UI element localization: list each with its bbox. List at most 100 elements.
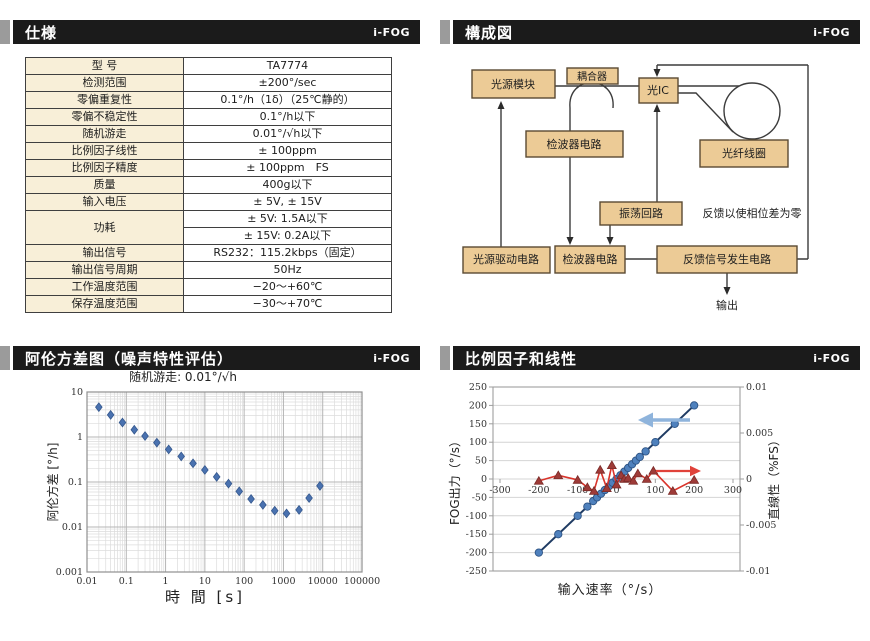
allan-y-tick-label: 10 <box>71 387 83 398</box>
diagram-panel-title: 構成図 <box>465 23 514 42</box>
linearity-points <box>533 460 700 495</box>
spec-value-cell: 400g以下 <box>183 176 392 194</box>
linearity-x-tick-label: 300 <box>724 485 742 496</box>
optic-ic-box <box>638 77 679 104</box>
spec-value-cell: ± 15V: 0.2A以下 <box>183 227 392 245</box>
linearity-left-tick-label: -250 <box>466 566 487 577</box>
header-bar: 仕様 i-FOG <box>13 20 420 44</box>
allan-x-axis-title: 時 間 [s] <box>165 588 245 606</box>
spec-label-cell: 输出信号周期 <box>25 261 184 279</box>
allan-data-point <box>212 471 221 482</box>
linearity-x-axis-title: 输入速率（°/s） <box>558 582 663 598</box>
allan-data-point <box>95 402 103 413</box>
spec-panel-title: 仕様 <box>25 23 58 42</box>
allan-data-point <box>106 409 115 420</box>
linearity-left-tick-label: 200 <box>469 400 487 411</box>
allan-data-point <box>201 465 209 475</box>
spec-value-cell: ± 100ppm FS <box>183 159 392 177</box>
fiber-coil-box <box>699 139 789 168</box>
spec-label-cell: 工作温度范围 <box>25 278 184 296</box>
allan-x-tick-label: 100 <box>235 576 253 587</box>
spec-label-cell: 型 号 <box>25 57 184 75</box>
detector-upper-label: 检波器电路 <box>547 137 602 151</box>
linearity-x-tick-label: -100 <box>567 485 588 496</box>
spec-row: 零偏不稳定性 0.1°/h以下 <box>25 108 392 126</box>
diagram-panel-header: 構成図 i-FOG <box>440 20 860 44</box>
linearity-panel-title: 比例因子和线性 <box>465 349 578 368</box>
allan-y-tick-label: 0.001 <box>56 567 83 578</box>
linearity-point <box>572 474 583 484</box>
allan-chart-title: 随机游走: 0.01°/√h <box>129 369 237 384</box>
allan-data-point <box>153 437 161 448</box>
detector-lower-box <box>554 245 626 274</box>
oscillator-box <box>599 201 683 226</box>
allan-x-tick-label: 0.1 <box>119 576 134 587</box>
allan-data-point <box>118 417 127 428</box>
fog-output-point <box>635 452 644 462</box>
spec-value-cell: TA7774 <box>183 57 392 75</box>
linearity-point <box>533 475 544 485</box>
allan-x-tick-label: 0.01 <box>76 576 97 587</box>
linearity-point <box>632 468 643 478</box>
spec-row: 比例因子精度 ± 100ppm FS <box>25 159 392 177</box>
spec-label-cell: 零偏重复性 <box>25 91 184 109</box>
header-accent-square <box>0 346 10 370</box>
allan-y-tick-label: 1 <box>77 432 83 443</box>
brand-logo: i-FOG <box>813 351 850 365</box>
allan-data-point <box>295 504 303 515</box>
allan-data-point <box>235 486 244 497</box>
coupler-box <box>566 67 619 85</box>
linearity-x-tick-label: 100 <box>646 485 664 496</box>
light-source-label: 光源模块 <box>491 77 535 91</box>
allan-y-tick-label: 0.01 <box>62 522 83 533</box>
feedback-gen-label: 反馈信号发生电路 <box>683 252 771 266</box>
linearity-point <box>601 483 612 492</box>
spec-label-cell: 随机游走 <box>25 125 184 143</box>
spec-label-cell: 零偏不稳定性 <box>25 108 184 126</box>
linearity-left-tick-label: 50 <box>475 456 487 467</box>
header-accent-square <box>440 346 450 370</box>
allan-panel-header: 阿伦方差图（噪声特性评估） i-FOG <box>0 346 420 370</box>
allan-data-points <box>95 402 324 519</box>
linearity-point <box>582 482 593 492</box>
linearity-left-tick-label: 150 <box>469 419 487 430</box>
allan-x-tick-label: 1000 <box>271 576 295 587</box>
allan-data-point <box>270 505 279 516</box>
spec-value-cell: ± 5V: 1.5A以下 <box>183 210 392 228</box>
brand-logo: i-FOG <box>373 25 410 39</box>
axis-pointer-arrow-right <box>656 465 701 477</box>
spec-row: 零偏重复性 0.1°/h（1δ）（25℃静的） <box>25 91 392 109</box>
allan-data-point <box>282 508 291 519</box>
spec-row: 型 号 TA7774 <box>25 57 392 75</box>
axis-pointer-arrow-left <box>638 412 690 428</box>
header-bar: 比例因子和线性 i-FOG <box>453 346 860 370</box>
light-source-box <box>471 69 556 99</box>
linearity-point <box>595 464 606 474</box>
allan-data-point <box>189 458 197 469</box>
coupler-label: 耦合器 <box>577 70 607 83</box>
spec-label-cell: 检测范围 <box>25 74 184 92</box>
header-bar: 阿伦方差图（噪声特性评估） i-FOG <box>13 346 420 370</box>
linearity-left-tick-label: 0 <box>481 474 487 485</box>
header-bar: 構成図 i-FOG <box>453 20 860 44</box>
optic-ic-label: 光IC <box>647 83 669 97</box>
spec-value-cell: 0.01°/√h以下 <box>183 125 392 143</box>
linearity-x-tick-label: 0 <box>613 485 619 496</box>
linearity-right-tick-label: 0.01 <box>746 382 767 393</box>
allan-panel-title: 阿伦方差图（噪声特性评估） <box>25 349 234 368</box>
allan-data-point <box>177 451 186 462</box>
spec-value-cell: ±200°/sec <box>183 74 392 92</box>
diagram-boxes: 光源模块 耦合器 光IC 光纤线圈 检波器电路 振荡回路 光源驱动电路 检波器电… <box>462 67 798 274</box>
allan-plot-area: 0.01 0.1 1 10 100 1000 10000 1000001010.10.010.… <box>56 387 380 587</box>
spec-label-cell: 比例因子精度 <box>25 159 184 177</box>
linearity-plot-area: -300 -200 -100 0 100 200 300 250 200 150 100 50 0 -50… <box>466 382 777 577</box>
feedback-gen-box <box>656 245 798 274</box>
linearity-right-tick-label: -0.01 <box>746 566 770 577</box>
linearity-panel-header: 比例因子和线性 i-FOG <box>440 346 860 370</box>
spec-value-cell: ± 5V, ± 15V <box>183 193 392 211</box>
allan-plot-border <box>86 391 363 573</box>
spec-row: 保存温度范围 −30～+70℃ <box>25 295 392 313</box>
allan-x-tick-label: 1 <box>163 576 169 587</box>
allan-data-point <box>305 493 313 504</box>
spec-label-cell: 质量 <box>25 176 184 194</box>
